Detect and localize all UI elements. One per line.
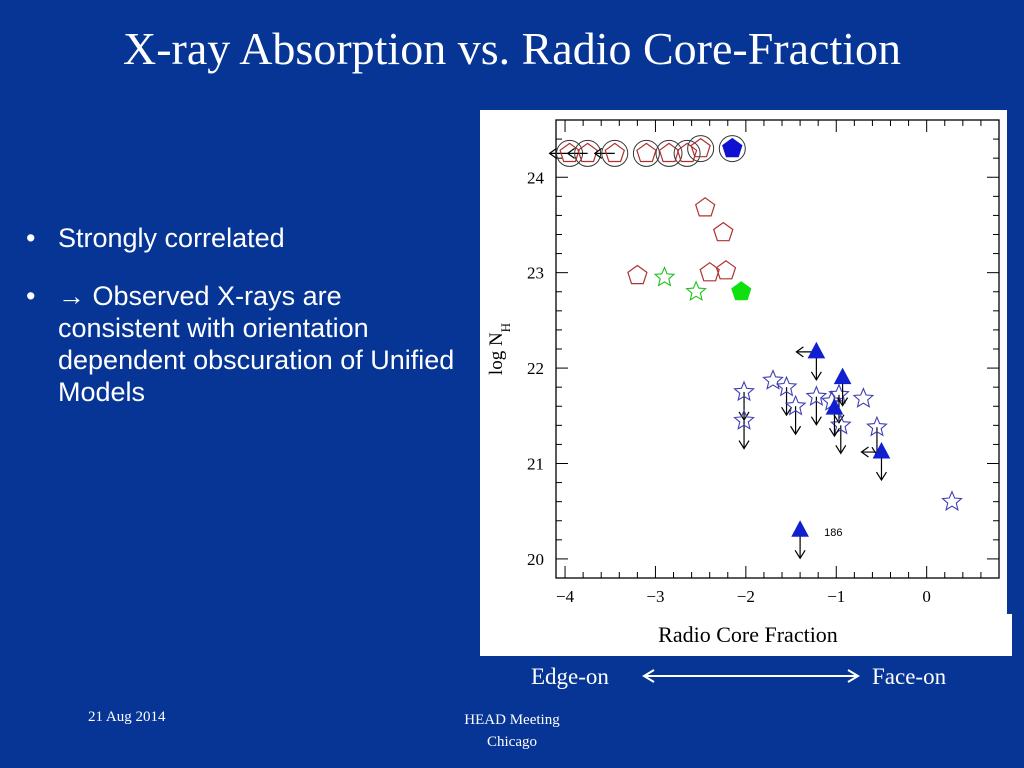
- data-point: [775, 375, 798, 397]
- upper-limit-arrowhead: [837, 397, 849, 407]
- x-tick-label: −4: [556, 587, 575, 606]
- bullet-text: → Observed X-rays are consistent with or…: [58, 281, 455, 407]
- data-point: [658, 142, 680, 163]
- data-point: [825, 398, 844, 415]
- data-point: [559, 142, 580, 163]
- data-point: [852, 387, 875, 408]
- y-tick-label: 23: [527, 264, 544, 283]
- data-point: [833, 367, 852, 385]
- data-point: [791, 520, 809, 537]
- data-point: [636, 142, 657, 163]
- bullet-item: • Strongly correlated: [22, 222, 462, 254]
- x-tick-label: −3: [646, 587, 664, 606]
- data-point: [699, 261, 720, 282]
- data-point: [941, 490, 963, 511]
- x-axis-caption-box: Radio Core Fraction: [484, 614, 1012, 656]
- footer-meeting-city: Chicago: [487, 734, 537, 750]
- double-arrow-icon: [642, 669, 860, 683]
- data-point: [762, 369, 784, 390]
- bullet-text: Strongly correlated: [58, 223, 285, 253]
- data-point: [676, 142, 698, 163]
- data-point: [715, 260, 737, 280]
- data-point: [829, 413, 852, 435]
- data-point: [807, 341, 826, 359]
- plot-frame: [555, 119, 1000, 579]
- data-point: [784, 394, 807, 416]
- upper-limit-arrowhead: [794, 549, 806, 560]
- y-tick-label: 21: [527, 455, 544, 474]
- y-axis-label: log NH: [486, 323, 513, 375]
- upper-limit-arrowhead: [781, 406, 793, 417]
- data-point: [653, 265, 676, 287]
- upper-limit-arrowhead: [875, 471, 887, 482]
- data-point: [604, 142, 626, 163]
- point-annotation: 186: [824, 527, 842, 539]
- bullet-list: • Strongly correlated • → Observed X-ray…: [22, 222, 462, 434]
- y-axis-label-subscript: H: [498, 323, 513, 332]
- data-point: [722, 137, 743, 158]
- data-point-ring: [673, 139, 701, 167]
- upper-limit-arrowhead: [810, 416, 822, 426]
- upper-limit-arrowhead: [566, 147, 575, 159]
- data-point-ring: [601, 139, 629, 167]
- x-tick-label: 0: [922, 587, 931, 606]
- data-point: [733, 409, 755, 430]
- footer-meeting-name: HEAD Meeting: [464, 712, 560, 728]
- face-on-label: Face-on: [872, 664, 947, 689]
- data-point-ring: [687, 135, 715, 163]
- upper-limit-arrowhead: [790, 425, 802, 436]
- x-axis-caption: Radio Core Fraction: [658, 622, 838, 647]
- data-point: [694, 197, 716, 217]
- edge-on-label: Edge-on: [531, 664, 609, 689]
- data-point: [627, 264, 648, 285]
- upper-limit-arrowhead: [795, 346, 804, 358]
- upper-limit-arrowhead: [828, 427, 840, 438]
- bullet-marker: •: [26, 281, 36, 311]
- x-tick-label: −2: [737, 587, 755, 606]
- bullet-marker: •: [26, 223, 36, 253]
- data-point: [866, 415, 888, 437]
- scatter-plot-panel: −4 −3 −2 −1 0 20 21 22 23 24 log NH 186: [480, 110, 1007, 656]
- y-tick-label: 20: [527, 550, 544, 569]
- data-point: [872, 441, 891, 459]
- y-tick-label: 24: [527, 168, 545, 187]
- upper-limit-arrowhead: [833, 414, 845, 424]
- upper-limit-arrowhead: [738, 440, 750, 450]
- footer-meeting: HEAD Meeting Chicago: [420, 709, 604, 753]
- data-point: [685, 280, 707, 301]
- data-point: [733, 380, 755, 402]
- scatter-plot: −4 −3 −2 −1 0 20 21 22 23 24 log NH 186: [486, 119, 1000, 606]
- data-point: [712, 221, 734, 242]
- data-point-ring: [655, 139, 683, 167]
- bullet-item: • → Observed X-rays are consistent with …: [22, 280, 462, 408]
- data-point: [690, 137, 711, 158]
- data-point: [577, 142, 598, 163]
- slide-title: X-ray Absorption vs. Radio Core-Fraction: [122, 23, 902, 74]
- footer-date: 21 Aug 2014: [88, 709, 166, 725]
- data-point-ring: [632, 139, 660, 167]
- upper-limit-arrowhead: [593, 147, 603, 159]
- upper-limit-arrowhead: [835, 445, 847, 455]
- x-tick-label: −1: [827, 587, 845, 606]
- upper-limit-arrowhead: [860, 446, 869, 458]
- upper-limit-arrowhead: [738, 411, 750, 422]
- data-point: [805, 385, 828, 406]
- data-point: [731, 281, 752, 301]
- upper-limit-arrowhead: [810, 371, 822, 381]
- y-tick-label: 22: [527, 359, 544, 378]
- upper-limit-arrowhead: [548, 147, 557, 159]
- data-point-ring: [718, 135, 746, 163]
